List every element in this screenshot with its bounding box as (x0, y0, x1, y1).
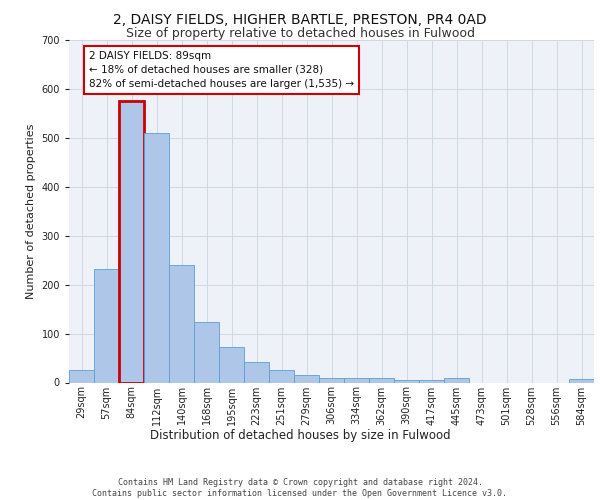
Bar (394, 380, 419, 382)
Bar (319, 378, 344, 382)
Bar (444, 378, 469, 382)
Bar (69, 370, 94, 382)
Bar (269, 370, 294, 382)
Text: Contains HM Land Registry data © Crown copyright and database right 2024.
Contai: Contains HM Land Registry data © Crown c… (92, 478, 508, 498)
Text: 2, DAISY FIELDS, HIGHER BARTLE, PRESTON, PR4 0AD: 2, DAISY FIELDS, HIGHER BARTLE, PRESTON,… (113, 12, 487, 26)
Bar (144, 133, 169, 382)
Bar (294, 375, 319, 382)
Bar (169, 265, 194, 382)
Bar (194, 322, 219, 382)
Text: Size of property relative to detached houses in Fulwood: Size of property relative to detached ho… (125, 28, 475, 40)
Bar (119, 101, 144, 382)
Bar (219, 348, 244, 382)
Bar (569, 379, 594, 382)
Bar (344, 378, 369, 382)
Text: 2 DAISY FIELDS: 89sqm
← 18% of detached houses are smaller (328)
82% of semi-det: 2 DAISY FIELDS: 89sqm ← 18% of detached … (89, 51, 354, 89)
Bar (369, 378, 394, 382)
Bar (94, 269, 119, 382)
Bar (419, 380, 444, 382)
Text: Distribution of detached houses by size in Fulwood: Distribution of detached houses by size … (149, 430, 451, 442)
Y-axis label: Number of detached properties: Number of detached properties (26, 124, 36, 299)
Bar (244, 362, 269, 382)
